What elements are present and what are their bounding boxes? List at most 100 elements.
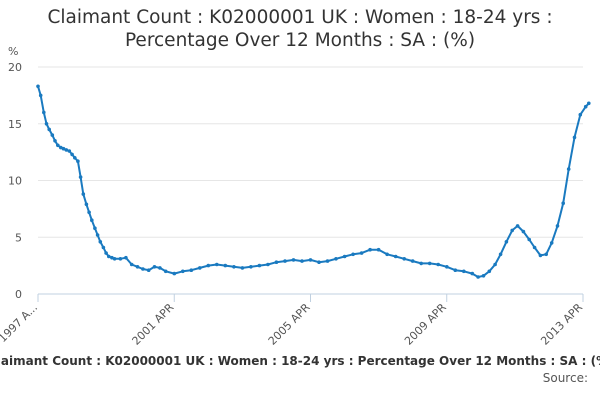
data-point [146,268,151,273]
data-point [572,135,577,140]
data-point [53,139,57,143]
x-tick-label: 2005 APR [266,301,313,348]
data-point [44,122,49,126]
data-point [527,237,531,242]
data-point [78,175,83,179]
data-point [476,275,480,279]
data-point [532,245,537,250]
data-point [90,218,94,222]
y-tick-label: 15 [8,118,22,131]
data-point [566,167,571,171]
data-point [223,263,228,268]
data-point [249,265,253,269]
data-point [189,268,194,273]
data-point [521,229,526,234]
chart-title-line-2: Percentage Over 12 Months : SA : (%) [124,30,476,51]
data-point [104,251,108,255]
axes: 0 5 10 15 20% 1997 A... 2001 APR 2005 APR 2009 A… [0,45,585,348]
x-tick-label: 2001 APR [129,301,176,348]
data-point [385,252,389,257]
data-point [504,240,509,244]
data-point [274,260,279,265]
data-point [549,241,554,245]
data-point [158,266,162,270]
data-point [368,247,372,252]
data-point [172,271,177,276]
data-point [98,240,103,244]
data-point [561,201,565,205]
data-point [87,210,91,215]
data-point [317,260,321,265]
data-point [152,265,157,269]
y-tick-label: 20 [8,61,22,74]
data-point [334,257,338,261]
data-point [38,93,43,98]
data-point [240,266,245,270]
data-point [206,263,211,268]
data-point [101,245,106,250]
data-point [107,254,111,259]
data-point [445,265,449,269]
data-point [76,159,80,163]
data-point [342,254,347,259]
data-point [436,262,441,267]
data-point [181,269,185,274]
data-point [232,265,236,269]
data-point [283,259,287,263]
data-point [583,104,588,109]
data-point [402,257,407,261]
data-point [487,269,492,274]
data-point [110,255,114,260]
data-point [124,255,128,260]
data-point [544,252,548,257]
data-point [419,261,424,266]
data-point [538,253,543,258]
data-point [393,254,398,259]
data-point [67,149,72,153]
data-point [59,145,63,150]
data-point [64,148,69,152]
data-point [493,262,497,267]
data-point [135,265,140,269]
data-point [81,192,86,196]
data-point [118,257,123,261]
data-point [359,251,364,255]
chart-title: Claimant Count : K02000001 UK : Women : … [0,6,600,52]
data-point [325,259,330,263]
data-point [257,263,262,268]
x-tick-label: 1997 A... [0,301,40,345]
data-point [198,266,202,270]
data-point [308,258,313,262]
data-point [163,269,168,274]
data-point [93,226,97,230]
y-tick-label: 10 [8,175,22,188]
x-tick-label: 2009 APR [402,301,449,348]
data-point [36,84,40,89]
data-point [578,112,583,117]
data-point [510,228,514,233]
data-point [515,224,520,228]
data-point [129,262,134,267]
x-tick-label: 2013 APR [538,301,585,348]
gridlines [38,66,583,238]
data-point [141,267,145,271]
data-point [42,110,46,115]
y-tick-label: 5 [15,231,22,244]
data-point [351,252,355,257]
data-point [50,133,55,137]
data-point [410,259,415,263]
data-point [376,247,381,252]
data-point [470,271,475,276]
data-point [266,262,270,267]
data-point [481,274,486,278]
data-point [95,233,100,237]
data-point [300,259,304,263]
data-point [56,143,60,148]
data-point [427,261,432,266]
data-point [112,257,117,261]
y-axis-label: % [8,45,18,58]
data-point [462,269,466,274]
data-point [498,252,503,257]
footer-caption: Claimant Count : K02000001 UK : Women : … [0,354,600,368]
